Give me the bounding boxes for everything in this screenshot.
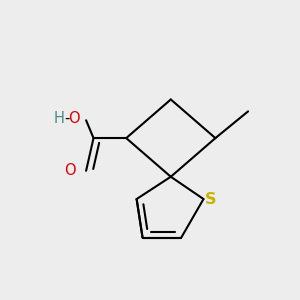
Text: O: O xyxy=(64,163,76,178)
Text: -: - xyxy=(64,111,70,126)
Text: H: H xyxy=(54,111,65,126)
Text: S: S xyxy=(205,191,217,206)
Text: O: O xyxy=(68,111,80,126)
